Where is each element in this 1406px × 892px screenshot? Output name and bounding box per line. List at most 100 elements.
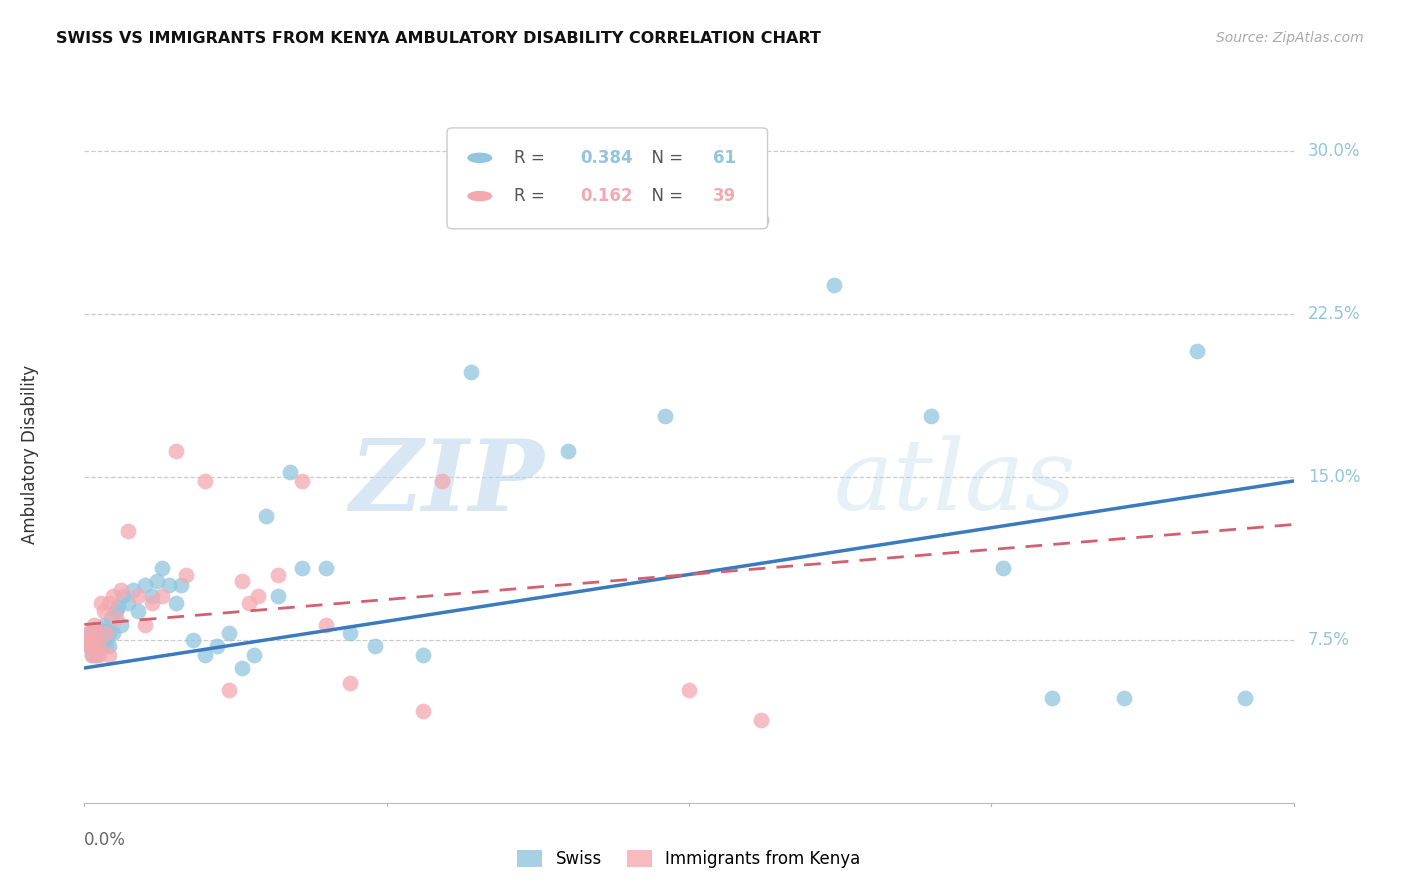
Point <box>80 632 103 647</box>
Point <box>1114 691 1136 706</box>
Point <box>93 605 115 619</box>
Point <box>1234 691 1257 706</box>
Point <box>90 596 112 610</box>
Point <box>117 524 139 538</box>
Point <box>363 639 385 653</box>
Point <box>157 578 180 592</box>
Point <box>141 589 163 603</box>
Point <box>93 617 115 632</box>
Point <box>86 648 108 662</box>
Point <box>247 589 270 603</box>
Point <box>127 605 149 619</box>
Point <box>339 676 361 690</box>
Point <box>207 639 229 653</box>
Point <box>77 626 100 640</box>
Point <box>412 705 434 719</box>
Ellipse shape <box>468 153 492 162</box>
Point <box>94 624 117 638</box>
Text: ZIP: ZIP <box>349 434 544 531</box>
Text: N =: N = <box>641 149 688 167</box>
Text: 15.0%: 15.0% <box>1308 467 1361 485</box>
Point <box>87 622 110 636</box>
Point <box>87 639 110 653</box>
Point <box>134 578 156 592</box>
FancyBboxPatch shape <box>447 128 768 229</box>
Point <box>460 365 482 379</box>
Point <box>432 474 454 488</box>
Point <box>218 626 240 640</box>
Point <box>97 648 120 662</box>
Point <box>231 574 253 588</box>
Text: R =: R = <box>513 187 550 205</box>
Point <box>1040 691 1063 706</box>
Point <box>218 682 240 697</box>
Point <box>181 632 204 647</box>
Point <box>315 561 337 575</box>
Point <box>93 632 115 647</box>
Point <box>76 632 98 647</box>
Point <box>920 409 942 423</box>
Text: R =: R = <box>513 149 550 167</box>
Point <box>112 589 135 603</box>
Point <box>194 474 217 488</box>
Point <box>86 626 108 640</box>
Point <box>97 596 120 610</box>
Text: SWISS VS IMMIGRANTS FROM KENYA AMBULATORY DISABILITY CORRELATION CHART: SWISS VS IMMIGRANTS FROM KENYA AMBULATOR… <box>56 31 821 46</box>
Point <box>83 639 105 653</box>
Text: 0.0%: 0.0% <box>84 830 127 848</box>
Point <box>174 567 197 582</box>
Point <box>412 648 434 662</box>
Point <box>87 648 110 662</box>
Point <box>134 617 156 632</box>
Point <box>97 639 120 653</box>
Point <box>94 637 117 651</box>
Point <box>121 582 143 597</box>
Point <box>165 596 187 610</box>
Point <box>150 561 173 575</box>
Text: Ambulatory Disability: Ambulatory Disability <box>21 366 39 544</box>
Point <box>97 626 120 640</box>
Point <box>80 632 103 647</box>
Point <box>751 713 773 727</box>
Legend: Swiss, Immigrants from Kenya: Swiss, Immigrants from Kenya <box>510 843 868 875</box>
Text: N =: N = <box>641 187 688 205</box>
Point <box>83 617 105 632</box>
Point <box>77 639 100 653</box>
Point <box>231 661 253 675</box>
Text: 30.0%: 30.0% <box>1308 142 1361 160</box>
Point <box>315 617 337 632</box>
Point <box>83 622 105 636</box>
Point <box>103 626 125 640</box>
Text: 0.162: 0.162 <box>581 187 633 205</box>
Ellipse shape <box>468 192 492 201</box>
Point <box>86 632 108 647</box>
Text: 0.384: 0.384 <box>581 149 633 167</box>
Text: Source: ZipAtlas.com: Source: ZipAtlas.com <box>1216 31 1364 45</box>
Point <box>823 278 845 293</box>
Point <box>291 474 314 488</box>
Point <box>194 648 217 662</box>
Point <box>242 648 264 662</box>
Point <box>654 409 676 423</box>
Point <box>94 626 117 640</box>
Point <box>77 639 100 653</box>
Text: atlas: atlas <box>834 435 1077 531</box>
Point <box>80 648 103 662</box>
Text: 61: 61 <box>713 149 737 167</box>
Point <box>104 611 127 625</box>
Text: 39: 39 <box>713 187 737 205</box>
Point <box>267 567 290 582</box>
Point <box>107 600 129 615</box>
Point <box>76 632 98 647</box>
Point <box>104 605 127 619</box>
Point <box>77 626 100 640</box>
Point <box>1185 343 1208 358</box>
Point <box>165 443 187 458</box>
Point <box>278 466 301 480</box>
Point <box>170 578 193 592</box>
Point <box>291 561 314 575</box>
Point <box>751 213 773 227</box>
Point <box>103 589 125 603</box>
Point <box>87 628 110 642</box>
Point <box>90 626 112 640</box>
